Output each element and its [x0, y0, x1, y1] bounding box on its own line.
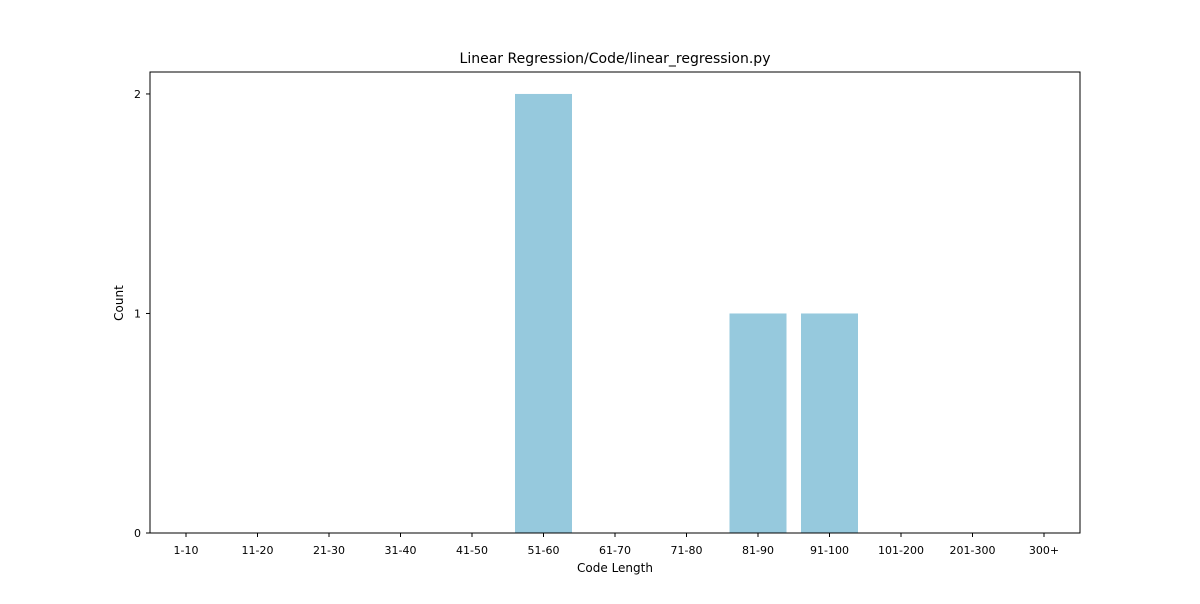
y-axis-label: Count	[112, 285, 126, 321]
bar-91-100	[801, 313, 858, 533]
bar-81-90	[729, 313, 787, 533]
x-tick-label: 81-90	[742, 544, 774, 557]
x-tick-label: 71-80	[671, 544, 703, 557]
x-axis-label: Code Length	[577, 561, 653, 575]
y-axis-ticks: 0 1 2	[134, 88, 150, 540]
x-tick-label: 91-100	[810, 544, 849, 557]
plot-frame	[149, 71, 1081, 534]
x-tick-label: 11-20	[242, 544, 274, 557]
x-tick-label: 41-50	[456, 544, 488, 557]
x-tick-label: 1-10	[174, 544, 199, 557]
x-tick-label: 51-60	[528, 544, 560, 557]
x-tick-label: 201-300	[950, 544, 996, 557]
x-tick-label: 21-30	[313, 544, 345, 557]
bar-51-60	[515, 93, 572, 533]
x-tick-label: 61-70	[599, 544, 631, 557]
x-axis-ticks: 1-10 11-20 21-30 31-40 41-50 51-60 61-70 71-80 8…	[174, 533, 1059, 557]
bars-group	[515, 93, 858, 533]
x-tick-label: 31-40	[385, 544, 417, 557]
chart-title: Linear Regression/Code/linear_regression…	[460, 51, 771, 67]
x-tick-label: 300+	[1029, 544, 1059, 557]
y-tick-label: 2	[134, 88, 141, 101]
y-tick-label: 1	[134, 307, 141, 320]
y-tick-label: 0	[134, 527, 141, 540]
x-tick-label: 101-200	[878, 544, 924, 557]
